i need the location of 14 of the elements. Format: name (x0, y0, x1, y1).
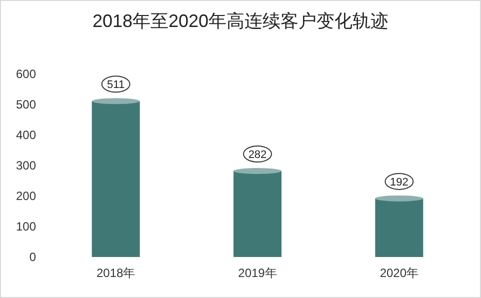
ytick: 400 (16, 128, 36, 142)
ytick: 200 (16, 189, 36, 203)
xtick: 2018年 (96, 266, 136, 280)
xtick: 2020年 (380, 266, 419, 280)
ytick: 0 (29, 250, 36, 264)
data-label: 282 (248, 149, 267, 161)
ytick: 500 (16, 98, 36, 112)
data-label: 511 (107, 79, 125, 92)
xtick: 2019年 (238, 266, 277, 280)
ytick: 100 (16, 220, 36, 234)
data-label: 192 (390, 176, 408, 188)
title: 2018年至2020年高连续客户变化轨迹 (92, 11, 389, 31)
ytick: 300 (16, 158, 36, 172)
ytick: 600 (16, 67, 36, 81)
